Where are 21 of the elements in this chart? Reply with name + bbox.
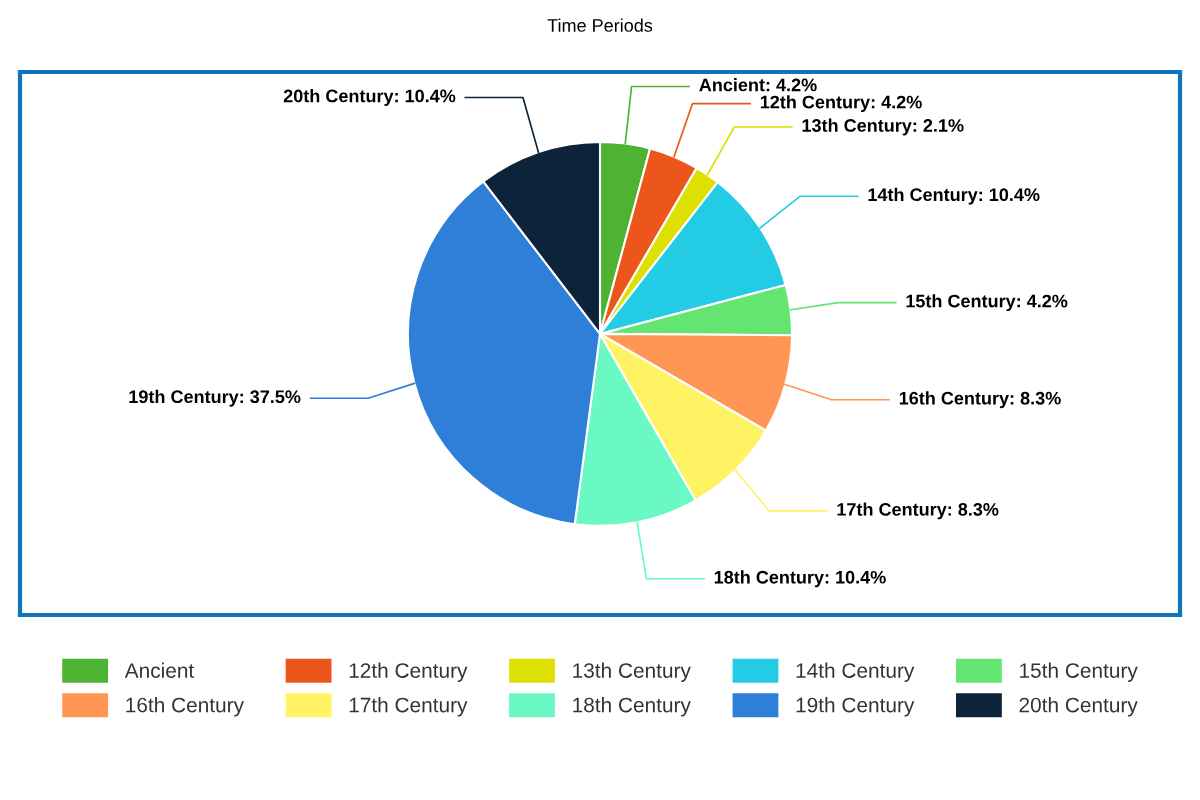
data-label: 12th Century: 4.2% xyxy=(760,95,922,113)
legend-label: 16th Century xyxy=(126,697,244,717)
data-label: 20th Century: 10.4% xyxy=(283,89,456,106)
legend-label: Ancient xyxy=(124,662,195,678)
legend-label: 15th Century xyxy=(1020,662,1138,683)
data-label: 13th Century: 2.1% xyxy=(802,118,964,136)
legend-label: 12th Century xyxy=(349,662,468,683)
legend-label: 14th Century xyxy=(796,662,915,683)
chart-title: Time Periods xyxy=(547,18,653,32)
data-label: Ancient: 4.2% xyxy=(699,78,817,92)
data-label: 19th Century: 37.5% xyxy=(129,389,301,407)
legend-label: 20th Century xyxy=(1019,697,1138,717)
data-label: 14th Century: 10.4% xyxy=(868,187,1040,205)
data-label: 16th Century: 8.3% xyxy=(899,391,1061,409)
data-label: 17th Century: 8.3% xyxy=(837,502,999,520)
legend-label: 19th Century xyxy=(796,697,915,717)
data-label: 15th Century: 4.2% xyxy=(906,294,1068,312)
data-label: 18th Century: 10.4% xyxy=(714,570,886,588)
legend-label: 17th Century xyxy=(349,697,468,717)
legend-label: 18th Century xyxy=(573,697,691,717)
legend-label: 13th Century xyxy=(573,662,691,683)
